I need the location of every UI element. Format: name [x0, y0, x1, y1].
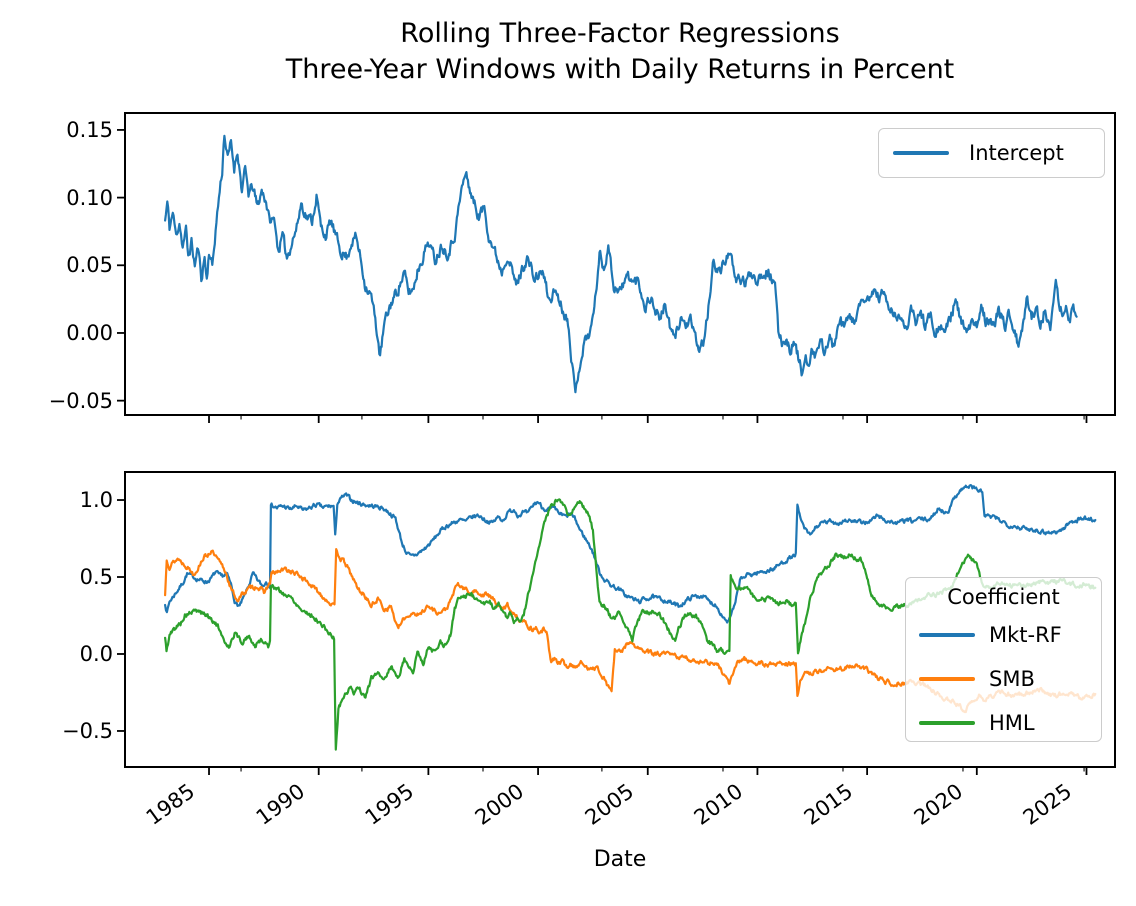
- x-axis-label: Date: [593, 847, 647, 872]
- legend-label-mktrf: Mkt-RF: [989, 623, 1062, 647]
- chart-title-line-2: Three-Year Windows with Daily Returns in…: [285, 54, 955, 85]
- y-tick-label-1.0: 1.0: [79, 488, 113, 513]
- chart-title-line-1: Rolling Three-Factor Regressions: [400, 18, 840, 49]
- axes-spines-intercept-panel: [124, 112, 1116, 416]
- legend-line-mktrf: [919, 633, 975, 637]
- y-tick-label-0.00: 0.00: [66, 320, 113, 345]
- line-mkt-rf: [164, 484, 1097, 624]
- y-tick-label-0.05: 0.05: [66, 253, 113, 278]
- legend-row-hml: HML: [906, 701, 1101, 745]
- legend-line-intercept: [893, 151, 949, 155]
- legend-label-hml: HML: [989, 711, 1035, 735]
- line-intercept: [164, 134, 1078, 394]
- legend-line-hml: [919, 721, 975, 725]
- y-tick-label-0.15: 0.15: [66, 117, 113, 142]
- legend-title-coefficient: Coefficient: [947, 585, 1060, 609]
- chart-title: Rolling Three-Factor Regressions Three-Y…: [125, 16, 1115, 88]
- legend-row-smb: SMB: [906, 657, 1101, 701]
- y-tick-label-0.5: 0.5: [79, 565, 113, 589]
- y-tick-label-0.0: 0.0: [79, 641, 113, 666]
- y-tick-label-−0.5: −0.5: [62, 718, 113, 743]
- legend-line-smb: [919, 677, 975, 681]
- y-tick-label-−0.05: −0.05: [48, 388, 113, 413]
- legend-label-smb: SMB: [989, 667, 1035, 691]
- axes-spines-coefficients-panel: [124, 471, 1116, 768]
- legend-label-intercept: Intercept: [969, 141, 1064, 165]
- y-tick-label-0.10: 0.10: [66, 185, 113, 210]
- legend-row-mktrf: Mkt-RF: [906, 613, 1101, 657]
- legend-coefficient: Coefficient Mkt-RF SMB HML: [905, 577, 1102, 742]
- legend-intercept: Intercept: [878, 128, 1105, 178]
